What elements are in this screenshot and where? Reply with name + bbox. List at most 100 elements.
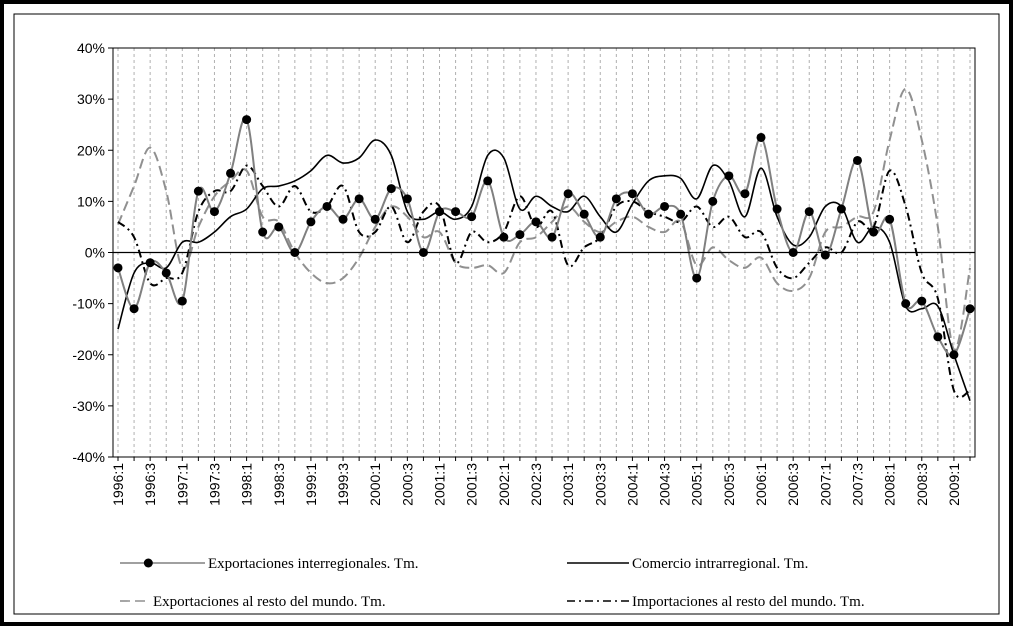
data-point bbox=[386, 184, 396, 194]
data-point bbox=[483, 176, 493, 186]
data-point bbox=[917, 296, 927, 306]
data-point bbox=[467, 212, 477, 222]
x-tick-label: 2005:3 bbox=[721, 463, 737, 506]
data-point bbox=[885, 214, 895, 224]
y-tick-label: 20% bbox=[77, 142, 105, 158]
data-point bbox=[708, 196, 718, 206]
data-point bbox=[933, 332, 943, 342]
y-tick-label: -10% bbox=[72, 296, 105, 312]
data-point bbox=[354, 194, 364, 204]
legend: Exportaciones interregionales. Tm. Comerc… bbox=[120, 556, 865, 610]
data-point bbox=[435, 207, 445, 217]
data-point bbox=[258, 227, 268, 237]
x-tick-label: 1999:3 bbox=[335, 463, 351, 506]
x-tick-label: 1997:1 bbox=[174, 463, 190, 506]
x-tick-label: 1998:1 bbox=[239, 463, 255, 506]
legend-label: Exportaciones interregionales. Tm. bbox=[208, 556, 419, 572]
x-tick-label: 2007:1 bbox=[817, 463, 833, 506]
x-tick-label: 2002:1 bbox=[496, 463, 512, 506]
data-point bbox=[595, 232, 605, 242]
legend-label: Importaciones al resto del mundo. Tm. bbox=[632, 594, 865, 610]
y-tick-label: 10% bbox=[77, 193, 105, 209]
y-tick-label: 0% bbox=[85, 245, 105, 261]
data-point bbox=[306, 217, 316, 227]
legend-label: Exportaciones al resto del mundo. Tm. bbox=[153, 594, 386, 610]
data-point bbox=[193, 186, 203, 196]
series-line bbox=[117, 87, 971, 351]
x-tick-label: 2007:3 bbox=[849, 463, 865, 506]
chart-area bbox=[13, 13, 1000, 615]
data-point bbox=[113, 263, 123, 273]
data-point bbox=[901, 299, 911, 309]
data-point bbox=[852, 155, 862, 165]
x-tick-label: 1998:3 bbox=[271, 463, 287, 506]
x-tick-label: 2009:1 bbox=[946, 463, 962, 506]
data-point bbox=[547, 232, 557, 242]
legend-marker bbox=[143, 558, 153, 568]
data-point bbox=[611, 194, 621, 204]
axes-layer: -40% -30% -20% -10% 0% 10% 20% 30% 40% 1996:1 1996… bbox=[72, 40, 976, 506]
x-tick-label: 1999:1 bbox=[303, 463, 319, 506]
data-point bbox=[692, 273, 702, 283]
data-point bbox=[226, 168, 236, 178]
data-point bbox=[756, 132, 766, 142]
series-line bbox=[117, 164, 971, 399]
data-point bbox=[869, 227, 879, 237]
data-point bbox=[579, 209, 589, 219]
x-tick-label: 2003:3 bbox=[592, 463, 608, 506]
x-tick-label: 1997:3 bbox=[206, 463, 222, 506]
data-point bbox=[676, 209, 686, 219]
x-tick-label: 1996:3 bbox=[142, 463, 158, 506]
data-point bbox=[724, 171, 734, 181]
data-point bbox=[161, 268, 171, 278]
data-point bbox=[965, 304, 975, 314]
data-point bbox=[531, 217, 541, 227]
x-tick-label: 2004:1 bbox=[624, 463, 640, 506]
plot-border bbox=[112, 47, 976, 458]
x-tick-label: 2000:3 bbox=[399, 463, 415, 506]
y-tick-label: -20% bbox=[72, 347, 105, 363]
x-tick-label: 2004:3 bbox=[657, 463, 673, 506]
x-tick-label: 2005:1 bbox=[689, 463, 705, 506]
x-tick-label: 1996:1 bbox=[110, 463, 126, 506]
x-tick-label: 2003:1 bbox=[560, 463, 576, 506]
data-point bbox=[949, 350, 959, 360]
series-line bbox=[117, 139, 971, 402]
data-point bbox=[370, 214, 380, 224]
data-point bbox=[274, 222, 284, 232]
x-tick-label: 2006:1 bbox=[753, 463, 769, 506]
legend-label: Comercio intrarregional. Tm. bbox=[632, 556, 808, 572]
data-point bbox=[129, 304, 139, 314]
y-tick-label: -30% bbox=[72, 398, 105, 414]
data-point bbox=[242, 115, 252, 125]
data-point bbox=[145, 258, 155, 268]
data-point bbox=[322, 201, 332, 211]
data-point bbox=[499, 232, 509, 242]
data-point bbox=[177, 296, 187, 306]
x-tick-label: 2000:1 bbox=[367, 463, 383, 506]
data-point bbox=[660, 201, 670, 211]
data-point bbox=[643, 209, 653, 219]
data-point bbox=[451, 207, 461, 217]
x-tick-label: 2006:3 bbox=[785, 463, 801, 506]
x-tick-label: 2008:1 bbox=[882, 463, 898, 506]
data-point bbox=[338, 214, 348, 224]
x-tick-label: 2002:3 bbox=[528, 463, 544, 506]
data-point bbox=[627, 189, 637, 199]
y-tick-label: 40% bbox=[77, 40, 105, 56]
data-point bbox=[515, 230, 525, 240]
data-point bbox=[772, 204, 782, 214]
x-tick-label: 2001:1 bbox=[432, 463, 448, 506]
data-point bbox=[804, 207, 814, 217]
data-point bbox=[836, 204, 846, 214]
data-point bbox=[209, 207, 219, 217]
y-tick-label: 30% bbox=[77, 91, 105, 107]
data-point bbox=[402, 194, 412, 204]
x-tick-label: 2008:3 bbox=[914, 463, 930, 506]
data-point bbox=[740, 189, 750, 199]
data-point bbox=[563, 189, 573, 199]
x-tick-label: 2001:3 bbox=[464, 463, 480, 506]
y-tick-label: -40% bbox=[72, 449, 105, 465]
